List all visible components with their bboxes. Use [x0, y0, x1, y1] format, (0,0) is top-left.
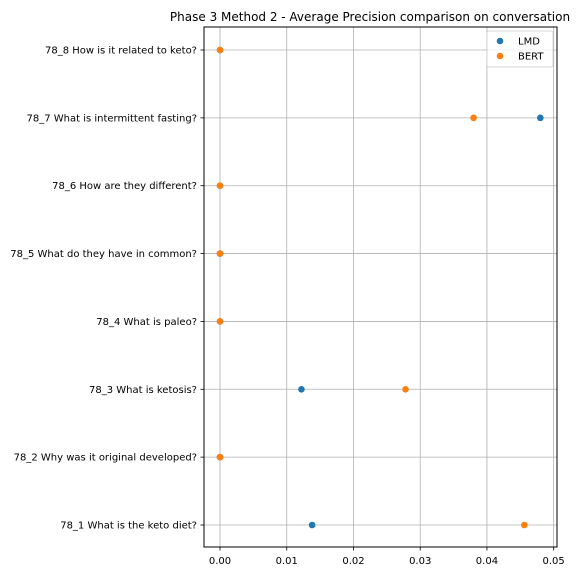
- legend-box: [486, 30, 554, 68]
- data-point-bert: [470, 114, 477, 122]
- x-tick-label: 0.02: [342, 556, 364, 567]
- data-point-lmd: [298, 385, 305, 393]
- y-tick-label: 78_8 How is it related to keto?: [45, 46, 197, 57]
- legend-marker-bert: [496, 52, 504, 60]
- plot-area: [204, 27, 557, 547]
- data-point-bert: [521, 521, 528, 529]
- y-tick-label: 78_6 How are they different?: [52, 181, 197, 192]
- legend-marker-lmd: [496, 37, 504, 45]
- y-tick-label: 78_4 What is paleo?: [96, 317, 197, 328]
- x-tick-label: 0.01: [276, 556, 298, 567]
- legend-label-bert: BERT: [518, 52, 544, 63]
- y-tick-label: 78_5 What do they have in common?: [10, 249, 197, 260]
- y-tick-label: 78_1 What is the keto diet?: [60, 521, 197, 532]
- y-axis: 78_1 What is the keto diet? 78_2 Why was …: [10, 46, 204, 532]
- data-point-bert: [216, 250, 224, 257]
- chart-title: Phase 3 Method 2 - Average Precision com…: [170, 10, 570, 24]
- y-tick-label: 78_7 What is intermittent fasting?: [26, 113, 197, 124]
- plot-frame: [203, 26, 558, 548]
- x-axis: 0.00 0.01 0.02 0.03 0.04 0.05: [209, 547, 565, 567]
- x-tick-label: 0.05: [543, 556, 565, 567]
- data-point-bert: [402, 385, 409, 393]
- x-tick-label: 0.03: [409, 556, 431, 567]
- x-tick-label: 0.00: [209, 556, 231, 567]
- y-tick-label: 78_3 What is ketosis?: [89, 385, 197, 396]
- legend-label-lmd: LMD: [518, 37, 540, 48]
- data-point-bert: [216, 182, 224, 190]
- data-point-bert: [216, 46, 224, 54]
- data-point-bert: [216, 453, 224, 461]
- x-tick-label: 0.04: [476, 556, 498, 567]
- data-point-bert: [216, 318, 224, 325]
- data-point-lmd: [308, 521, 316, 529]
- data-points: [216, 46, 544, 529]
- data-point-lmd: [537, 114, 544, 122]
- y-tick-label: 78_2 Why was it original developed?: [14, 453, 197, 464]
- legend: LMD BERT: [486, 30, 554, 68]
